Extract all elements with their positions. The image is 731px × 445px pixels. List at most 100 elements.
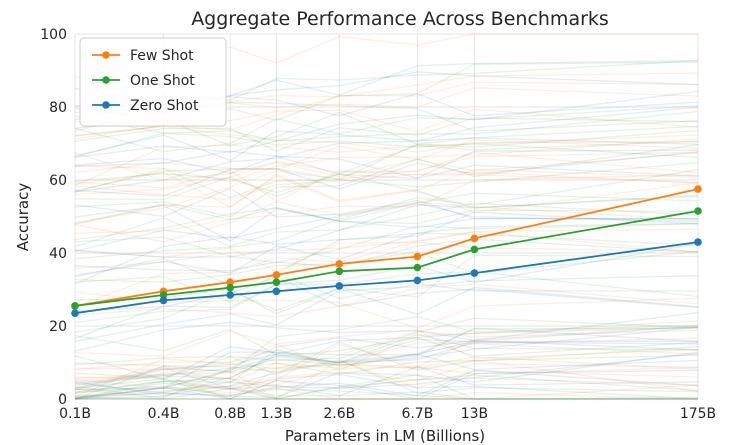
- background-benchmark-line: [74, 232, 699, 286]
- background-benchmark-line: [74, 231, 699, 308]
- legend-label: Zero Shot: [130, 98, 199, 114]
- legend: Few Shot One Shot Zero Shot: [79, 37, 227, 127]
- background-benchmark-line: [74, 151, 699, 224]
- background-benchmark-line: [74, 360, 699, 400]
- one-shot-point: [470, 245, 479, 254]
- background-benchmark-line: [74, 129, 699, 192]
- background-benchmark-line: [74, 90, 699, 158]
- background-benchmark-line: [74, 152, 699, 196]
- background-benchmark-line: [74, 320, 699, 372]
- background-benchmark-line: [74, 254, 699, 333]
- zero-shot-point: [470, 269, 479, 277]
- background-benchmark-line: [74, 117, 699, 153]
- background-benchmark-line: [74, 363, 699, 400]
- background-benchmark-line: [74, 192, 699, 241]
- background-benchmark-line: [74, 286, 699, 315]
- few-shot-point: [413, 252, 422, 261]
- y-axis-label: Accuracy: [14, 183, 32, 252]
- background-benchmark-line: [74, 374, 699, 400]
- background-benchmark-line: [74, 359, 699, 400]
- background-benchmark-line: [74, 326, 699, 400]
- zero-shot-point: [694, 238, 702, 246]
- few-shot-point: [470, 234, 479, 243]
- background-benchmark-line: [74, 329, 699, 360]
- background-benchmark-line: [74, 366, 699, 400]
- background-benchmark-line: [74, 325, 699, 381]
- background-benchmark-line: [74, 250, 699, 283]
- background-benchmark-line: [74, 174, 699, 234]
- background-benchmark-line: [74, 337, 699, 387]
- x-axis-label: Parameters in LM (Billions): [285, 427, 485, 445]
- y-tick-labels: 0 20 40 60 80 100: [40, 27, 67, 408]
- background-benchmark-line: [74, 337, 699, 400]
- few-shot-point: [694, 185, 702, 193]
- background-benchmark-line: [74, 144, 699, 218]
- background-benchmark-line: [74, 105, 699, 153]
- background-benchmark-line: [74, 161, 699, 199]
- background-benchmark-line: [74, 380, 699, 400]
- zero-shot-point: [71, 309, 79, 318]
- background-benchmark-line: [74, 130, 699, 162]
- background-benchmark-line: [74, 169, 699, 260]
- x-tick-label: 0.8B: [214, 406, 246, 422]
- background-benchmark-line: [74, 171, 699, 214]
- background-benchmark-line: [74, 125, 699, 153]
- background-benchmark-line: [74, 328, 699, 364]
- background-benchmark-line: [74, 276, 699, 312]
- background-benchmark-line: [74, 341, 699, 391]
- zero-shot-line: [74, 241, 699, 315]
- background-benchmark-line: [74, 342, 699, 371]
- series-lines: [71, 185, 702, 318]
- few-shot-point: [335, 260, 344, 268]
- one-shot-point: [413, 263, 422, 272]
- chart-title: Aggregate Performance Across Benchmarks: [191, 8, 609, 30]
- background-benchmark-line: [74, 385, 698, 400]
- y-tick-label: 60: [49, 173, 67, 189]
- background-benchmark-line: [74, 134, 699, 186]
- one-shot-point: [694, 207, 702, 215]
- background-benchmark-line: [74, 243, 699, 340]
- background-benchmark-line: [74, 377, 699, 400]
- y-tick-label: 100: [40, 27, 67, 43]
- x-tick-label: 0.1B: [59, 406, 91, 422]
- background-benchmark-line: [74, 312, 699, 384]
- background-benchmark-line: [74, 366, 699, 394]
- x-tick-label: 175B: [680, 406, 716, 422]
- zero-shot-point: [413, 276, 422, 285]
- zero-shot-point: [226, 291, 234, 299]
- background-benchmark-line: [74, 351, 699, 399]
- background-benchmark-line: [74, 378, 698, 400]
- background-benchmark-line: [74, 283, 699, 318]
- background-benchmark-line: [74, 201, 699, 243]
- background-benchmark-line: [74, 211, 699, 285]
- few-shot-point: [272, 271, 281, 279]
- few-shot-point: [226, 278, 234, 287]
- legend-swatch-marker: [102, 101, 110, 109]
- y-tick-label: 80: [49, 100, 67, 116]
- background-benchmark-line: [74, 359, 699, 394]
- background-benchmark-line: [74, 151, 699, 197]
- background-benchmark-line: [74, 338, 699, 391]
- one-shot-point: [71, 302, 79, 310]
- legend-swatch-marker: [102, 51, 110, 59]
- zero-shot-point: [272, 287, 281, 296]
- few-shot-line: [74, 188, 699, 307]
- background-benchmark-line: [75, 374, 698, 400]
- background-benchmark-line: [74, 327, 699, 399]
- background-benchmark-line: [74, 353, 699, 397]
- background-benchmark-line: [74, 110, 699, 142]
- background-benchmark-line: [75, 369, 699, 400]
- zero-shot-point: [159, 296, 168, 305]
- background-benchmark-line: [74, 151, 699, 181]
- background-benchmark-line: [74, 273, 699, 303]
- y-tick-label: 20: [49, 319, 67, 335]
- background-benchmark-line: [74, 171, 699, 201]
- background-benchmark-line: [74, 228, 699, 270]
- background-benchmark-line: [74, 352, 699, 400]
- background-benchmark-line: [74, 187, 698, 220]
- zero-shot-point: [335, 282, 344, 290]
- background-benchmark-line: [74, 169, 699, 203]
- one-shot-point: [226, 283, 234, 292]
- y-tick-label: 40: [49, 246, 67, 262]
